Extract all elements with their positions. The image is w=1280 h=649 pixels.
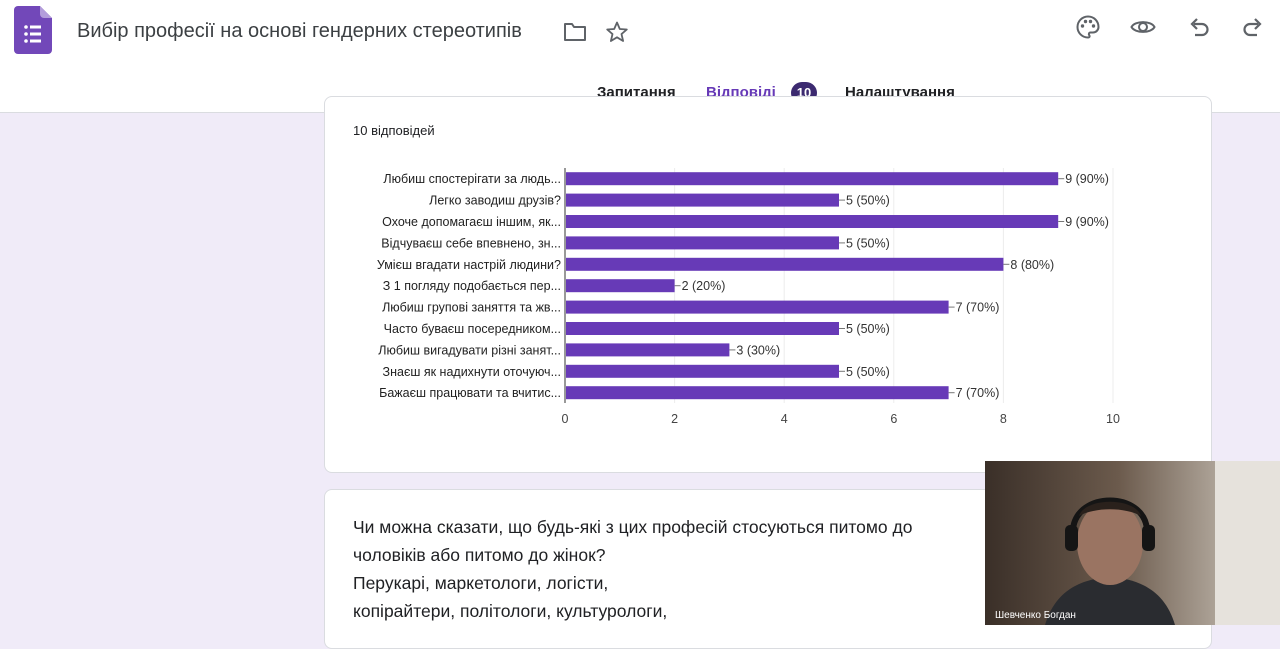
eye-icon[interactable] [1130,14,1156,40]
redo-icon[interactable] [1240,14,1266,40]
participant-video [985,461,1280,625]
document-title[interactable]: Вибір професії на основі гендерних стере… [77,20,522,42]
question-line: Чи можна сказати, що будь-які з цих проф… [353,517,913,537]
palette-icon[interactable] [1075,14,1101,40]
star-icon[interactable] [605,20,629,44]
top-bar: Вибір професії на основі гендерних стере… [0,0,1280,113]
undo-icon[interactable] [1186,14,1212,40]
question-line: Перукарі, маркетологи, логісти, [353,573,609,593]
response-count: 10 відповідей [353,123,435,138]
question-text: Чи можна сказати, що будь-які з цих проф… [353,513,1003,625]
chart-card [324,96,1212,473]
question-line: чоловіків або питомо до жінок? [353,545,606,565]
question-line: копірайтери, політологи, культурологи, [353,601,668,621]
folder-icon[interactable] [563,21,587,43]
participant-name: Шевченко Богдан [995,610,1076,621]
forms-logo[interactable] [14,6,52,54]
video-overlay[interactable]: Шевченко Богдан [985,461,1280,625]
